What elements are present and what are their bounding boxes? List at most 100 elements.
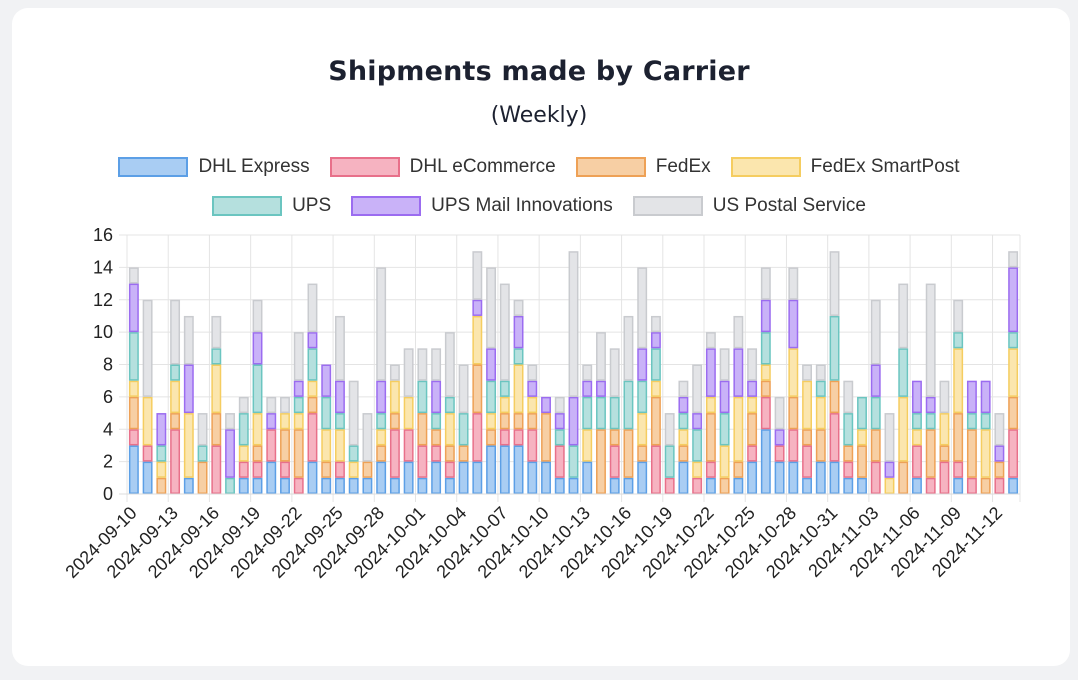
legend-swatch <box>351 196 422 216</box>
bar-stack <box>156 413 167 494</box>
bar-segment-fedex-smartpost <box>389 380 400 414</box>
bar-segment-dhl-express <box>843 477 854 494</box>
bar-segment-ups <box>829 315 840 381</box>
bar-segment-fedex-smartpost <box>499 396 510 414</box>
legend-item-fedex-smartpost[interactable]: FedEx SmartPost <box>730 156 960 178</box>
bar-segment-fedex-smartpost <box>953 348 964 414</box>
bar-segment-fedex-smartpost <box>719 445 730 478</box>
bar-segment-dhl-ecommerce <box>307 413 318 462</box>
bar-segment-fedex-smartpost <box>637 413 648 446</box>
bar-segment-fedex-smartpost <box>280 413 290 430</box>
bar-segment-ups <box>692 429 703 462</box>
bar-segment-ups-mail-innovations <box>788 299 799 349</box>
bar-segment-fedex <box>128 396 139 430</box>
bar-segment-us-postal-service <box>994 413 1005 446</box>
bar-segment-us-postal-service <box>513 299 524 316</box>
bar-segment-fedex-smartpost <box>705 396 716 414</box>
bar-segment-fedex <box>513 413 524 430</box>
bar-segment-ups-mail-innovations <box>1008 267 1019 333</box>
bar-segment-dhl-express <box>527 461 538 494</box>
bar-stack <box>829 251 840 494</box>
bar-segment-us-postal-service <box>348 380 359 446</box>
bar-segment-fedex <box>939 445 950 462</box>
bar-segment-fedex-smartpost <box>582 429 593 462</box>
bar-segment-us-postal-service <box>760 267 771 300</box>
bar-stack <box>623 315 634 494</box>
bar-segment-us-postal-service <box>499 283 510 381</box>
bar-segment-dhl-express <box>128 445 139 494</box>
bar-segment-ups <box>609 396 620 430</box>
legend-item-us-postal-service[interactable]: US Postal Service <box>632 195 866 217</box>
bar-segment-fedex-smartpost <box>788 348 799 397</box>
bar-segment-ups <box>321 396 332 430</box>
bar-segment-ups-mail-innovations <box>912 380 922 414</box>
bar-stack <box>499 283 510 494</box>
bar-segment-dhl-ecommerce <box>280 461 290 478</box>
legend-item-dhl-ecommerce[interactable]: DHL eCommerce <box>329 156 556 178</box>
bar-segment-ups-mail-innovations <box>183 364 194 414</box>
bar-segment-us-postal-service <box>733 315 744 349</box>
bar-segment-ups-mail-innovations <box>650 332 661 349</box>
bar-segment-ups <box>417 380 428 414</box>
bar-segment-dhl-express <box>280 477 290 494</box>
bar-stack <box>1008 251 1019 494</box>
bar-segment-fedex <box>980 477 991 494</box>
legend-row: DHL Express DHL eCommerce FedEx FedEx Smart… <box>0 156 1078 178</box>
bar-segment-ups <box>623 380 634 430</box>
bar-segment-ups <box>719 413 730 446</box>
bar-segment-fedex-smartpost <box>760 364 771 381</box>
bar-segment-fedex-smartpost <box>912 429 922 446</box>
bar-stack <box>458 364 469 494</box>
bar-segment-fedex <box>486 429 497 446</box>
bar-segment-dhl-ecommerce <box>335 461 345 478</box>
bar-segment-dhl-ecommerce <box>266 429 277 462</box>
bar-segment-us-postal-service <box>458 364 469 414</box>
bar-segment-ups <box>170 364 181 381</box>
legend-item-dhl-express[interactable]: DHL Express <box>118 156 310 178</box>
bar-stack <box>898 283 909 494</box>
bar-stack <box>348 380 359 494</box>
bar-segment-fedex <box>870 429 881 462</box>
bar-segment-us-postal-service <box>939 380 950 414</box>
bar-segment-ups <box>582 396 593 430</box>
bar-segment-fedex <box>252 445 263 462</box>
legend-item-ups-mail-innovations[interactable]: UPS Mail Innovations <box>351 195 613 217</box>
bar-stack <box>321 364 332 494</box>
bar-stack <box>857 396 867 494</box>
bar-segment-dhl-express <box>499 445 510 494</box>
bar-segment-fedex-smartpost <box>335 429 345 462</box>
bar-segment-dhl-express <box>472 461 483 494</box>
bar-segment-us-postal-service <box>293 332 304 381</box>
bar-segment-fedex <box>1008 396 1019 430</box>
bar-segment-fedex-smartpost <box>733 396 744 462</box>
bar-segment-us-postal-service <box>266 396 277 414</box>
bar-segment-ups <box>156 445 167 462</box>
bar-segment-ups <box>293 396 304 414</box>
bar-segment-dhl-ecommerce <box>252 461 263 478</box>
bar-stack <box>994 413 1005 494</box>
bar-segment-fedex <box>541 413 551 462</box>
legend-item-ups[interactable]: UPS <box>212 195 331 217</box>
bar-segment-us-postal-service <box>747 348 758 381</box>
bar-segment-dhl-ecommerce <box>747 445 758 462</box>
bar-segment-fedex-smartpost <box>252 413 263 446</box>
bar-stack <box>362 413 373 494</box>
bar-segment-fedex-smartpost <box>321 429 332 462</box>
bar-segment-dhl-ecommerce <box>664 477 675 494</box>
bar-segment-ups-mail-innovations <box>980 380 991 414</box>
y-tick-label: 4 <box>103 419 113 439</box>
bar-segment-us-postal-service <box>472 251 483 300</box>
bar-segment-fedex-smartpost <box>307 380 318 397</box>
bar-stack <box>183 315 194 494</box>
bar-segment-dhl-express <box>417 477 428 494</box>
bar-segment-fedex <box>472 364 483 414</box>
bar-segment-us-postal-service <box>431 348 442 381</box>
bar-segment-fedex <box>843 445 854 462</box>
bar-segment-fedex <box>596 429 606 494</box>
bar-segment-fedex <box>499 413 510 430</box>
bar-segment-dhl-express <box>568 477 579 494</box>
bar-segment-fedex <box>293 429 304 478</box>
legend-item-fedex[interactable]: FedEx <box>575 156 711 178</box>
bar-segment-dhl-ecommerce <box>499 429 510 446</box>
bar-segment-fedex-smartpost <box>128 380 139 397</box>
